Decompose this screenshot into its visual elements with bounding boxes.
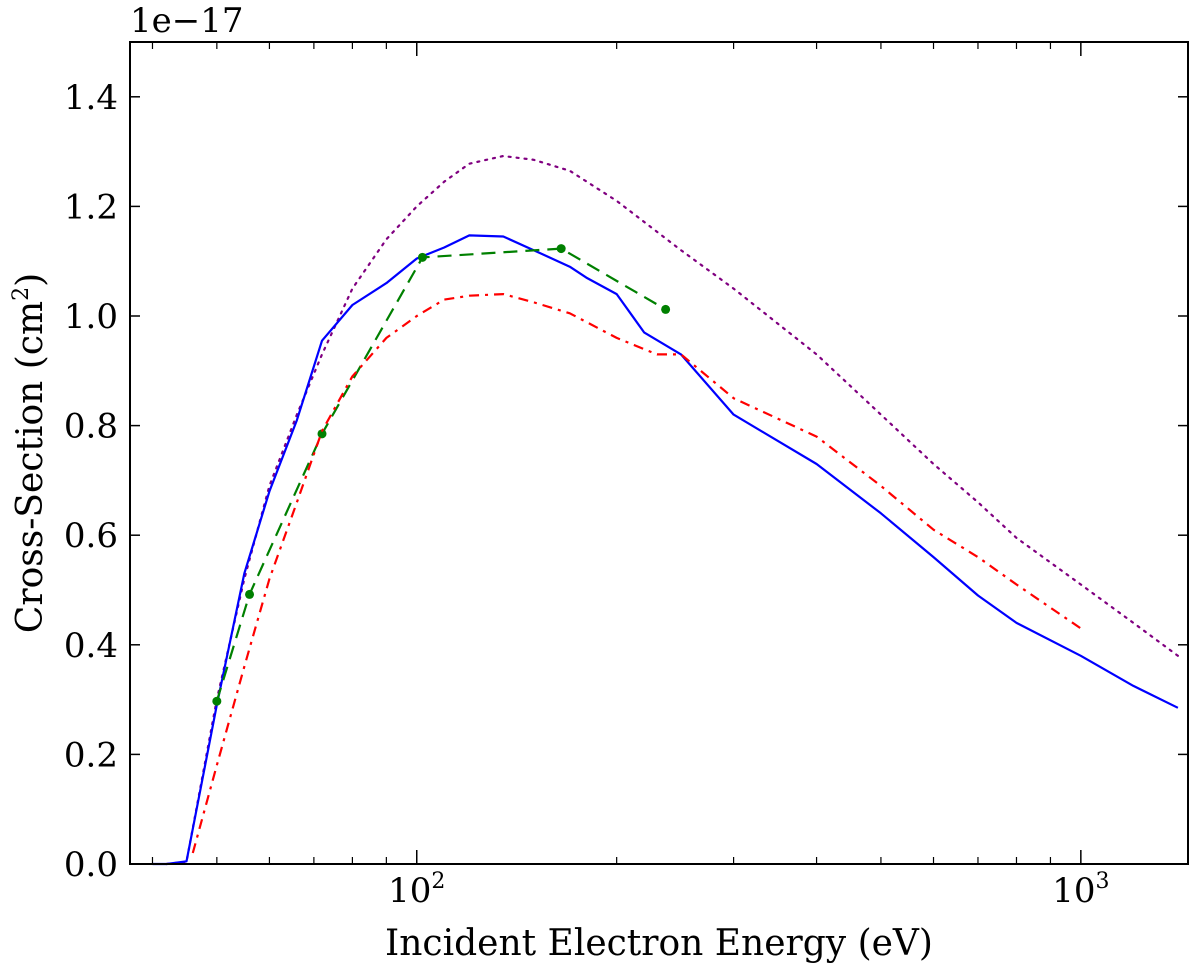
y-axis-label: Cross-Section (cm2) [9, 273, 51, 633]
y-axis-label-superscript: 2 [9, 287, 34, 301]
y-tick-label: 0.8 [64, 407, 118, 447]
series-layer [152, 154, 1180, 866]
y-tick-label: 0.4 [64, 626, 118, 666]
y-tick-label: 0.0 [64, 845, 118, 885]
series-dashed-markers-marker [556, 244, 566, 254]
series-dashed-markers-marker [417, 252, 427, 262]
y-axis-label-end: ) [10, 273, 51, 287]
y-axis-label-main: Cross-Section (cm [10, 301, 51, 633]
series-dash-dot [191, 293, 1082, 854]
plot-area [129, 41, 1189, 866]
x-tick-labels: 102 103 [388, 869, 1109, 911]
offset-label: 1e−17 [130, 1, 244, 41]
plot-frame [129, 41, 1189, 865]
plot-background [130, 42, 1188, 864]
y-tick-label: 0.6 [64, 516, 118, 556]
y-tick-label: 1.0 [64, 297, 118, 337]
y-tick-label: 0.2 [64, 735, 118, 775]
series-dashed-markers-marker [317, 429, 327, 439]
y-tick-label: 1.4 [64, 78, 118, 118]
series-dashed-markers-marker [212, 696, 222, 706]
series-dashed-markers-marker [245, 589, 255, 599]
series-dashed-markers-marker [661, 304, 671, 314]
y-tick-labels: 0.0 0.2 0.4 0.6 0.8 1.0 1.2 1.4 [64, 78, 118, 885]
x-tick-label: 102 [388, 869, 445, 911]
series-dotted [165, 154, 1180, 866]
y-tick-label: 1.2 [64, 187, 118, 227]
x-axis-label: Incident Electron Energy (eV) [385, 923, 933, 964]
series-dashed-markers [215, 247, 667, 702]
x-tick-label: 103 [1052, 869, 1109, 911]
